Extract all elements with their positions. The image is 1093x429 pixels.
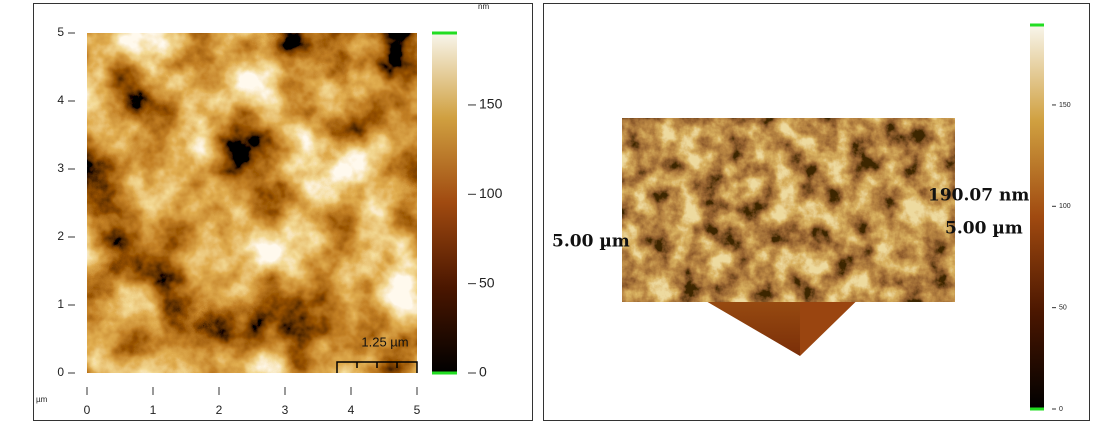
colorbar <box>1030 25 1044 409</box>
colorbar-tick-label: 50 <box>1059 304 1067 311</box>
height-map <box>87 33 417 373</box>
figure: µm nm 1.25 µm 5.00 µm 190.07 nm 5.00 µm … <box>0 0 1093 424</box>
y-extent-label: 5.00 µm <box>945 219 1023 239</box>
y-tick-label: 2 <box>57 229 64 243</box>
y-tick-label: 4 <box>57 93 64 107</box>
x-tick-label: 0 <box>84 403 91 417</box>
axis-unit: µm <box>36 395 48 404</box>
y-tick-label: 5 <box>57 25 64 39</box>
x-tick-label: 4 <box>348 403 355 417</box>
x-tick-label: 5 <box>414 403 421 417</box>
x-tick-label: 3 <box>282 403 289 417</box>
x-tick-label: 2 <box>216 403 223 417</box>
colorbar-tick-label: 0 <box>479 364 487 380</box>
colorbar-tick-label: 0 <box>1059 406 1063 413</box>
colorbar-tick-label: 150 <box>479 96 503 112</box>
y-tick-label: 0 <box>57 365 64 379</box>
scale-bar-label: 1.25 µm <box>361 334 408 349</box>
height-label: 190.07 nm <box>928 186 1029 206</box>
colorbar-tick-label: 100 <box>1059 203 1071 210</box>
x-tick-label: 1 <box>150 403 157 417</box>
y-tick-label: 1 <box>57 297 64 311</box>
x-extent-label: 5.00 µm <box>552 232 630 252</box>
y-tick-label: 3 <box>57 161 64 175</box>
colorbar-tick-label: 100 <box>479 185 503 201</box>
colorbar-tick-label: 150 <box>1059 102 1071 109</box>
colorbar-tick-label: 50 <box>479 274 495 290</box>
colorbar <box>432 33 457 373</box>
colorbar-unit: nm <box>478 2 489 11</box>
